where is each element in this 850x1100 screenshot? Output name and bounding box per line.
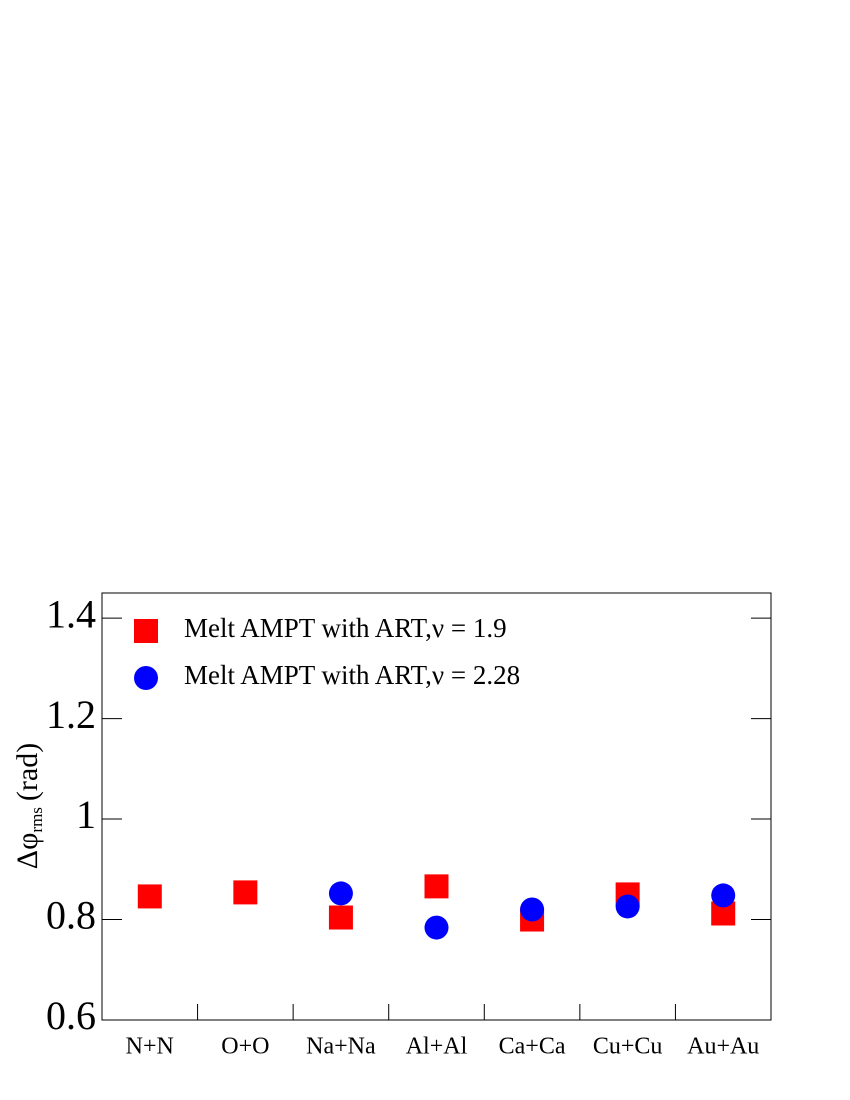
data-point bbox=[520, 897, 545, 922]
x-tick-label: Na+Na bbox=[306, 1034, 376, 1060]
y-label-subscript: rms bbox=[27, 807, 46, 833]
plot-frame bbox=[101, 592, 772, 1021]
x-tick-label: Cu+Cu bbox=[593, 1034, 663, 1060]
y-tick-label: 1 bbox=[76, 792, 96, 837]
y-tick-label: 0.6 bbox=[46, 993, 96, 1038]
data-point bbox=[233, 880, 258, 905]
data-point bbox=[424, 874, 449, 899]
x-tick-label: Au+Au bbox=[687, 1034, 759, 1060]
x-tick-label: Ca+Ca bbox=[499, 1034, 566, 1060]
legend-label: Melt AMPT with ART,ν = 1.9 bbox=[184, 613, 507, 643]
data-point bbox=[137, 884, 162, 909]
y-tick-label: 1.4 bbox=[46, 591, 96, 636]
x-tick-label: O+O bbox=[221, 1034, 269, 1060]
legend-marker bbox=[134, 619, 158, 643]
x-tick-label: N+N bbox=[126, 1034, 174, 1060]
y-tick-label: 1.2 bbox=[46, 692, 96, 737]
legend-marker bbox=[134, 666, 158, 690]
data-point bbox=[328, 881, 353, 906]
data-point bbox=[424, 915, 449, 940]
y-label-symbol: Δφ bbox=[11, 833, 44, 870]
data-point bbox=[615, 894, 640, 919]
y-label-unit: (rad) bbox=[11, 743, 44, 801]
data-point bbox=[711, 883, 736, 908]
y-axis-label: Δφrms (rad) bbox=[11, 743, 46, 869]
data-point bbox=[328, 905, 353, 930]
y-tick-label: 0.8 bbox=[46, 893, 96, 938]
x-tick-label: Al+Al bbox=[406, 1034, 468, 1060]
legend-label: Melt AMPT with ART,ν = 2.28 bbox=[184, 660, 520, 690]
